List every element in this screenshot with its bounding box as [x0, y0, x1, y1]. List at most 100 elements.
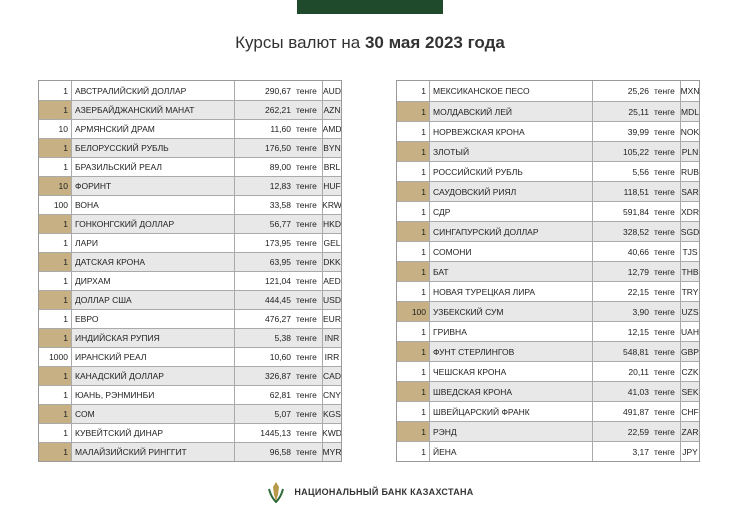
top-bar [297, 0, 443, 14]
rate: 290,67 [234, 81, 294, 100]
units: 10 [39, 177, 71, 195]
table-row: 1 ЛАРИ 173,95 тенге GEL [39, 233, 341, 252]
code: SGD [680, 222, 699, 241]
table-row: 1 ДОЛЛАР США 444,45 тенге USD [39, 290, 341, 309]
rate: 12,83 [234, 177, 294, 195]
code: HUF [322, 177, 341, 195]
title: Курсы валют на 30 мая 2023 года [0, 33, 740, 53]
table-row: 1 АВСТРАЛИЙСКИЙ ДОЛЛАР 290,67 тенге AUD [39, 81, 341, 100]
code: AZN [322, 101, 341, 119]
currency-name: НОРВЕЖСКАЯ КРОНА [429, 122, 592, 141]
rate: 176,50 [234, 139, 294, 157]
rate: 11,60 [234, 120, 294, 138]
rate: 173,95 [234, 234, 294, 252]
unit-word: тенге [654, 446, 675, 457]
code: AMD [322, 120, 341, 138]
units: 1 [421, 446, 426, 457]
code: CZK [680, 362, 699, 381]
unit-word: тенге [296, 352, 317, 362]
currency-name: БРАЗИЛЬСКИЙ РЕАЛ [71, 158, 234, 176]
units: 1 [63, 162, 68, 172]
code: PLN [680, 142, 699, 161]
table-row: 1 СДР 591,84 тенге XDR [397, 201, 699, 221]
unit-word: тенге [654, 146, 675, 157]
unit-word: тенге [654, 406, 675, 417]
rate: 56,77 [234, 215, 294, 233]
table-row: 100 УЗБЕКСКИЙ СУМ 3,90 тенге UZS [397, 301, 699, 321]
currency-name: ФУНТ СТЕРЛИНГОВ [429, 342, 592, 361]
units: 1 [63, 276, 68, 286]
currency-name: СОМ [71, 405, 234, 423]
units: 1 [397, 342, 429, 361]
unit-word: тенге [296, 200, 317, 210]
footer: НАЦИОНАЛЬНЫЙ БАНК КАЗАХСТАНА [0, 481, 740, 503]
rate: 5,56 [592, 162, 652, 181]
table-row: 1 ФУНТ СТЕРЛИНГОВ 548,81 тенге GBP [397, 341, 699, 361]
rate: 96,58 [234, 443, 294, 461]
footer-text: НАЦИОНАЛЬНЫЙ БАНК КАЗАХСТАНА [294, 487, 474, 497]
unit-word: тенге [654, 286, 675, 297]
units: 100 [53, 200, 68, 210]
units: 1 [397, 262, 429, 281]
unit-word: тенге [654, 186, 675, 197]
units: 1 [39, 405, 71, 423]
currency-name: ИНДИЙСКАЯ РУПИЯ [71, 329, 234, 347]
rate: 89,00 [234, 158, 294, 176]
currency-name: ГРИВНА [429, 322, 592, 341]
unit-word: тенге [296, 428, 317, 438]
title-date: 30 мая 2023 года [364, 33, 505, 52]
units: 1 [63, 238, 68, 248]
currency-name: ЮАНЬ, РЭНМИНБИ [71, 386, 234, 404]
unit-word: тенге [296, 143, 317, 153]
currency-name: РЭНД [429, 422, 592, 441]
table-row: 1 МЕКСИКАНСКОЕ ПЕСО 25,26 тенге MXN [397, 81, 699, 101]
unit-word: тенге [296, 371, 317, 381]
table-row: 100 ВОНА 33,58 тенге KRW [39, 195, 341, 214]
units: 1000 [49, 352, 68, 362]
rate: 491,87 [592, 402, 652, 421]
table-row: 1 МОЛДАВСКИЙ ЛЕЙ 25,11 тенге MDL [397, 101, 699, 121]
units: 1 [39, 367, 71, 385]
units: 1 [421, 286, 426, 297]
currency-name: САУДОВСКИЙ РИЯЛ [429, 182, 592, 201]
rate: 5,38 [234, 329, 294, 347]
rate: 63,95 [234, 253, 294, 271]
table-row: 1 ЕВРО 476,27 тенге EUR [39, 309, 341, 328]
units: 1 [39, 139, 71, 157]
currency-name: УЗБЕКСКИЙ СУМ [429, 302, 592, 321]
currency-name: ЗЛОТЫЙ [429, 142, 592, 161]
currency-name: ЙЕНА [429, 442, 592, 461]
table-row: 1 ДИРХАМ 121,04 тенге AED [39, 271, 341, 290]
unit-word: тенге [654, 326, 675, 337]
unit-word: тенге [654, 346, 675, 357]
table-row: 1 ИНДИЙСКАЯ РУПИЯ 5,38 тенге INR [39, 328, 341, 347]
units: 1 [421, 126, 426, 137]
code: UZS [680, 302, 699, 321]
code: AUD [322, 81, 341, 100]
code: KGS [322, 405, 341, 423]
table-row: 1 НОВАЯ ТУРЕЦКАЯ ЛИРА 22,15 тенге TRY [397, 281, 699, 301]
code: CNY [322, 386, 341, 404]
unit-word: тенге [654, 366, 675, 377]
code: GEL [322, 234, 341, 252]
table-row: 1 МАЛАЙЗИЙСКИЙ РИНГГИТ 96,58 тенге MYR [39, 442, 341, 461]
unit-word: тенге [296, 409, 317, 419]
unit-word: тенге [296, 105, 317, 115]
rates-table: 1 МЕКСИКАНСКОЕ ПЕСО 25,26 тенге MXN 1 МОЛДАВСК… [396, 80, 700, 462]
table-row: 1 СОМ 5,07 тенге KGS [39, 404, 341, 423]
unit-word: тенге [654, 266, 675, 277]
unit-word: тенге [654, 206, 675, 217]
table-row: 1 БРАЗИЛЬСКИЙ РЕАЛ 89,00 тенге BRL [39, 157, 341, 176]
table-row: 1 ДАТСКАЯ КРОНА 63,95 тенге DKK [39, 252, 341, 271]
table-row: 1 КАНАДСКИЙ ДОЛЛАР 326,87 тенге CAD [39, 366, 341, 385]
units: 1 [421, 206, 426, 217]
code: ZAR [680, 422, 699, 441]
units: 1 [421, 366, 426, 377]
unit-word: тенге [296, 447, 317, 457]
rate: 12,15 [592, 322, 652, 341]
currency-name: ШВЕДСКАЯ КРОНА [429, 382, 592, 401]
code: SAR [680, 182, 699, 201]
currency-name: ШВЕЙЦАРСКИЙ ФРАНК [429, 402, 592, 421]
units: 1 [421, 406, 426, 417]
